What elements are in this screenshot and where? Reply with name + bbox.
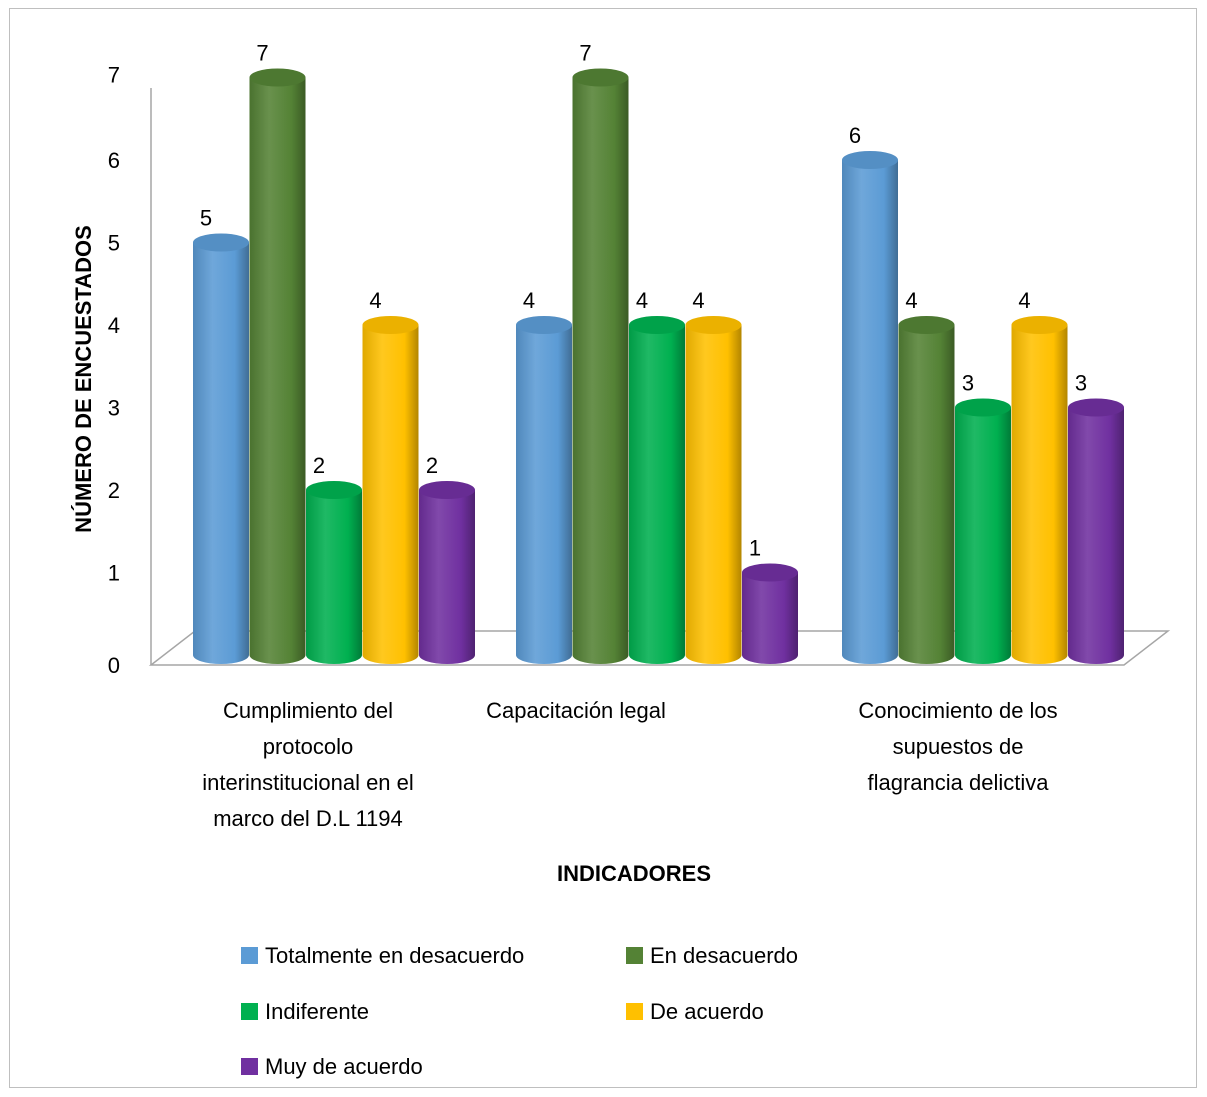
category-labels: Cumplimiento del protocolo interinstitucio… xyxy=(202,698,1057,831)
bar-top xyxy=(742,563,798,582)
bar-top xyxy=(629,316,685,334)
bar-body xyxy=(419,490,475,664)
bar-body xyxy=(898,325,955,664)
bar-body xyxy=(516,325,572,664)
data-label: 4 xyxy=(369,288,381,313)
data-label: 4 xyxy=(636,288,648,313)
bar-body xyxy=(629,325,685,664)
bars xyxy=(193,68,1124,664)
data-label: 3 xyxy=(962,371,974,396)
bar-top xyxy=(842,151,898,169)
legend-swatch xyxy=(241,1003,258,1020)
data-label: 4 xyxy=(692,288,704,313)
bar xyxy=(1011,316,1068,664)
data-label: 5 xyxy=(200,206,212,231)
legend-label: Muy de acuerdo xyxy=(265,1054,423,1079)
data-label: 1 xyxy=(749,536,761,561)
bar-body xyxy=(193,242,249,664)
bar-body xyxy=(1011,325,1068,664)
bar xyxy=(516,316,572,664)
y-tick-label: 1 xyxy=(108,561,120,586)
bar xyxy=(1068,398,1124,664)
bar xyxy=(572,68,629,664)
bar-body xyxy=(249,77,306,664)
bar xyxy=(955,398,1011,664)
legend-item: Muy de acuerdo xyxy=(241,1054,423,1079)
bar xyxy=(898,316,955,664)
legend: Totalmente en desacuerdo En desacuerdo Ind… xyxy=(241,943,798,1079)
bar-body xyxy=(1068,407,1124,664)
legend-label: Totalmente en desacuerdo xyxy=(265,943,524,968)
data-label: 4 xyxy=(1018,288,1030,313)
y-tick-label: 7 xyxy=(108,63,120,88)
legend-label: De acuerdo xyxy=(650,999,764,1024)
data-label: 3 xyxy=(1075,371,1087,396)
data-labels: 5 7 2 4 2 4 7 4 4 1 6 4 3 4 3 xyxy=(200,41,1087,561)
bar xyxy=(249,68,306,664)
bar-top xyxy=(306,481,362,499)
legend-swatch xyxy=(241,1058,258,1075)
y-tick-label: 3 xyxy=(108,396,120,421)
data-label: 2 xyxy=(426,453,438,478)
category-label: Capacitación legal xyxy=(486,698,666,723)
y-tick-labels: 0 1 2 3 4 5 6 7 xyxy=(108,63,120,679)
bar-top xyxy=(249,68,306,87)
bar-body xyxy=(842,160,898,664)
data-label: 6 xyxy=(849,123,861,148)
bar-body xyxy=(572,77,629,664)
bar xyxy=(362,316,419,664)
bar xyxy=(685,316,742,664)
bar xyxy=(419,481,475,664)
bar-top xyxy=(898,316,955,334)
bar-top xyxy=(572,68,629,87)
bar xyxy=(306,481,362,664)
bar-top xyxy=(419,481,475,499)
legend-item: Totalmente en desacuerdo xyxy=(241,943,524,968)
legend-label: Indiferente xyxy=(265,999,369,1024)
legend-swatch xyxy=(626,1003,643,1020)
y-tick-label: 5 xyxy=(108,231,120,256)
y-axis-title: NÚMERO DE ENCUESTADOS xyxy=(71,225,96,533)
legend-swatch xyxy=(241,947,258,964)
data-label: 7 xyxy=(579,41,591,66)
y-tick-label: 4 xyxy=(108,313,120,338)
data-label: 4 xyxy=(523,288,535,313)
legend-swatch xyxy=(626,947,643,964)
x-axis-title: INDICADORES xyxy=(557,861,711,886)
bar-body xyxy=(685,325,742,664)
y-tick-label: 6 xyxy=(108,148,120,173)
bar xyxy=(629,316,685,664)
legend-label: En desacuerdo xyxy=(650,943,798,968)
category-label: Conocimiento de los supuestos de flagranci… xyxy=(858,698,1057,795)
y-tick-label: 0 xyxy=(108,653,120,678)
bar xyxy=(842,151,898,664)
bar-body xyxy=(362,325,419,664)
data-label: 4 xyxy=(905,288,917,313)
bar-top xyxy=(193,233,249,252)
bar xyxy=(193,233,249,664)
bar-body xyxy=(742,572,798,664)
legend-item: De acuerdo xyxy=(626,999,764,1024)
bar-top xyxy=(362,316,419,334)
category-label: Cumplimiento del protocolo interinstitucio… xyxy=(202,698,414,831)
bar-top xyxy=(1011,316,1068,334)
legend-item: En desacuerdo xyxy=(626,943,798,968)
data-label: 7 xyxy=(256,41,268,66)
data-label: 2 xyxy=(313,453,325,478)
bar-body xyxy=(306,490,362,664)
bar-top xyxy=(516,316,572,334)
legend-item: Indiferente xyxy=(241,999,369,1024)
bar xyxy=(742,563,798,664)
bar-top xyxy=(1068,398,1124,417)
bar-top xyxy=(685,316,742,334)
bar-body xyxy=(955,407,1011,664)
y-tick-label: 2 xyxy=(108,478,120,503)
bar-top xyxy=(955,398,1011,417)
